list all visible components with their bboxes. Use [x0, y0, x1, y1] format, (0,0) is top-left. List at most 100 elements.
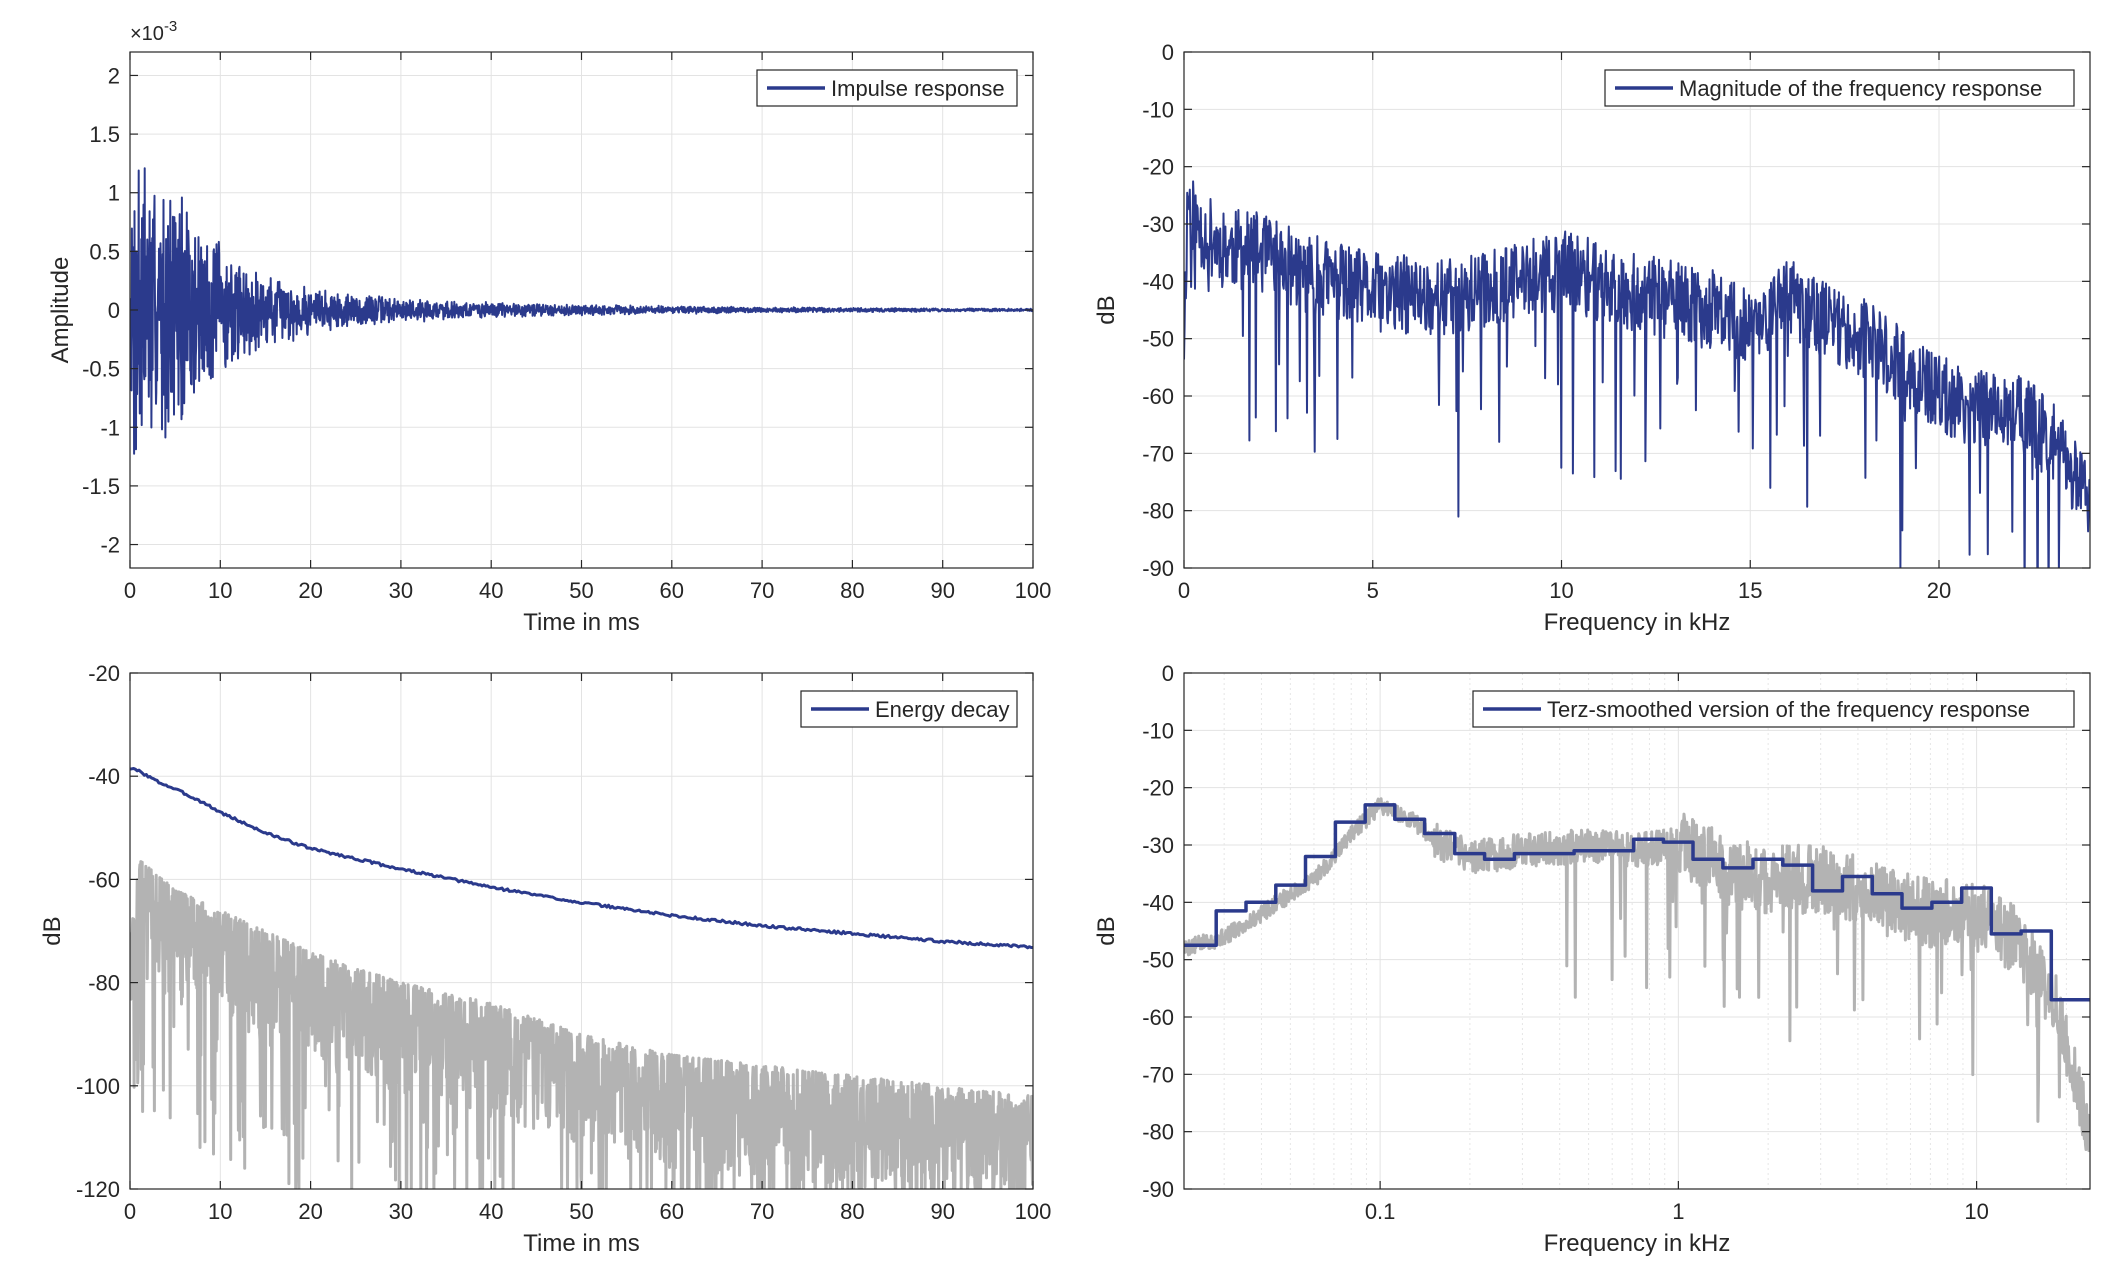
y-tick-label: -20 — [88, 661, 120, 686]
y-tick-label: -90 — [1142, 556, 1174, 581]
series-line — [130, 767, 1033, 950]
y-axis: 0 -10 -20 -30 -40 -50 -60 -70 -80 -90 — [1142, 40, 2090, 581]
series-layer — [1184, 797, 2090, 1153]
legend-label: Energy decay — [875, 697, 1010, 722]
x-tick-label: 20 — [1927, 578, 1951, 603]
x-tick-label: 100 — [1015, 578, 1052, 603]
x-tick-label: 1 — [1672, 1199, 1684, 1224]
y-tick-label: -90 — [1142, 1177, 1174, 1202]
x-tick-label: 50 — [569, 578, 593, 603]
x-axis-label: Frequency in kHz — [1544, 1230, 1731, 1257]
x-tick-label: 10 — [208, 1199, 232, 1224]
y-tick-label: -120 — [76, 1177, 120, 1202]
y-tick-label: -1.5 — [82, 474, 120, 499]
y-tick-label: 1.5 — [89, 122, 120, 147]
exponent-power: -3 — [164, 18, 177, 35]
y-tick-label: -80 — [1142, 1120, 1174, 1145]
y-tick-label: -20 — [1142, 776, 1174, 801]
y-axis-label: dB — [39, 916, 66, 945]
x-tick-label: 15 — [1738, 578, 1762, 603]
x-tick-label: 0 — [124, 1199, 136, 1224]
y-tick-label: -80 — [88, 971, 120, 996]
x-tick-label: 10 — [1549, 578, 1573, 603]
x-tick-label: 10 — [208, 578, 232, 603]
x-axis-label: Time in ms — [523, 609, 639, 636]
exponent-base: ×10 — [130, 23, 164, 45]
y-axis-label: dB — [1093, 916, 1120, 945]
y-tick-label: 1 — [108, 181, 120, 206]
x-tick-label: 90 — [930, 1199, 954, 1224]
y-axis: 0 -10 -20 -30 -40 -50 -60 -70 -80 -90 — [1142, 661, 2090, 1202]
y-axis: -20 -40 -60 -80 -100 -120 — [76, 661, 1033, 1202]
x-axis: 0 10 20 30 40 50 60 70 80 90 100 — [124, 673, 1051, 1224]
y-tick-label: -10 — [1142, 718, 1174, 743]
x-tick-label: 80 — [840, 578, 864, 603]
y-axis-label: dB — [1093, 295, 1120, 324]
series-line-gray — [130, 860, 1033, 1189]
energy-decay-plot: 0 10 20 30 40 50 60 70 80 90 100 -20 -40 -60 -80 -100 -1… — [39, 661, 1051, 1257]
series-line — [1184, 180, 2090, 568]
y-tick-label: -80 — [1142, 499, 1174, 524]
y-tick-label: 0 — [108, 298, 120, 323]
y-tick-label: -2 — [100, 533, 120, 558]
y-tick-label: -60 — [88, 867, 120, 892]
x-tick-label: 70 — [750, 1199, 774, 1224]
series-line — [130, 167, 1033, 455]
y-tick-label: -50 — [1142, 948, 1174, 973]
x-tick-label: 30 — [389, 578, 413, 603]
x-tick-label: 5 — [1367, 578, 1379, 603]
x-tick-label: 60 — [660, 1199, 684, 1224]
y-tick-label: -70 — [1142, 1062, 1174, 1087]
legend: Magnitude of the frequency response — [1604, 69, 2075, 107]
y-tick-label: 0 — [1162, 661, 1174, 686]
x-axis: 0 10 20 30 40 50 60 70 80 90 100 — [124, 52, 1051, 603]
y-tick-label: -40 — [88, 764, 120, 789]
legend-label: Magnitude of the frequency response — [1679, 76, 2042, 101]
x-tick-label: 70 — [750, 578, 774, 603]
x-tick-label: 10 — [1964, 1199, 1988, 1224]
legend: Terz-smoothed version of the frequency r… — [1472, 690, 2075, 728]
legend-label: Impulse response — [831, 76, 1005, 101]
y-tick-label: -50 — [1142, 327, 1174, 352]
x-tick-label: 20 — [298, 578, 322, 603]
axes-box — [1183, 672, 2091, 1190]
x-axis-label: Frequency in kHz — [1544, 609, 1731, 636]
y-tick-label: -10 — [1142, 97, 1174, 122]
series-layer — [130, 167, 1033, 455]
y-tick-label: 2 — [108, 63, 120, 88]
series-line-gray — [1184, 797, 2090, 1153]
x-tick-label: 30 — [389, 1199, 413, 1224]
exponent-label: ×10-3 — [130, 18, 177, 45]
x-tick-label: 0.1 — [1365, 1199, 1396, 1224]
y-tick-label: -100 — [76, 1074, 120, 1099]
series-layer — [1184, 180, 2090, 568]
y-tick-label: -60 — [1142, 384, 1174, 409]
x-axis-label: Time in ms — [523, 1230, 639, 1257]
legend: Energy decay — [800, 690, 1018, 728]
x-tick-label: 0 — [1178, 578, 1190, 603]
x-tick-label: 90 — [930, 578, 954, 603]
series-layer — [130, 767, 1033, 1189]
legend-box — [1604, 69, 2075, 107]
frequency-magnitude-plot: 0 5 10 15 20 0 -10 -20 -30 -40 -50 -60 -70 -80 -90 Freq… — [1093, 40, 2091, 636]
y-axis-label: Amplitude — [47, 257, 74, 364]
legend-label: Terz-smoothed version of the frequency r… — [1547, 697, 2030, 722]
impulse-response-plot: 0 10 20 30 40 50 60 70 80 90 100 2 1.5 1 0.5 0 -0.5 -1 -1.… — [47, 18, 1051, 636]
y-tick-label: -60 — [1142, 1005, 1174, 1030]
legend: Impulse response — [756, 69, 1018, 107]
x-axis: 0.1 1 10 — [1365, 673, 1989, 1224]
x-tick-label: 60 — [660, 578, 684, 603]
y-tick-label: -0.5 — [82, 357, 120, 382]
terz-smoothed-plot: 0.1 1 10 0 -10 -20 -30 -40 -50 -60 -70 -80 -90 Freque… — [1093, 661, 2091, 1257]
y-tick-label: 0.5 — [89, 239, 120, 264]
y-tick-label: -1 — [100, 415, 120, 440]
y-tick-label: -30 — [1142, 212, 1174, 237]
x-tick-label: 40 — [479, 578, 503, 603]
x-axis: 0 5 10 15 20 — [1178, 52, 1951, 603]
series-line — [1184, 803, 2090, 1002]
y-tick-label: -30 — [1142, 833, 1174, 858]
y-tick-label: -40 — [1142, 890, 1174, 915]
y-axis: 2 1.5 1 0.5 0 -0.5 -1 -1.5 -2 — [82, 63, 1033, 558]
x-tick-label: 40 — [479, 1199, 503, 1224]
x-tick-label: 0 — [124, 578, 136, 603]
